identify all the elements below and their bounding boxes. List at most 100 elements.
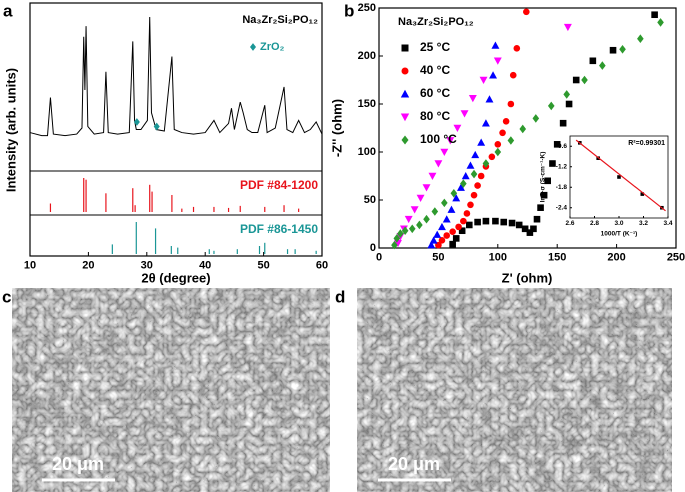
marker [410, 206, 419, 214]
marker [502, 117, 510, 125]
marker [468, 94, 477, 103]
marker [523, 8, 530, 16]
legend-label: 60 °C [420, 86, 450, 100]
marker [491, 41, 500, 49]
legend-label: 40 °C [420, 63, 450, 77]
marker [434, 160, 443, 168]
marker [440, 148, 449, 156]
marker [470, 191, 478, 199]
marker [609, 46, 617, 54]
marker [429, 236, 438, 244]
legend-label: ZrO₂ [260, 41, 285, 53]
marker [533, 215, 541, 223]
marker [460, 217, 467, 225]
marker [438, 222, 446, 231]
marker [460, 110, 469, 118]
marker [153, 122, 160, 131]
x-tick-label: 150 [548, 251, 566, 263]
marker [482, 217, 490, 225]
y-tick-label: 150 [358, 98, 376, 110]
marker [471, 150, 480, 159]
marker [401, 226, 409, 236]
marker [515, 221, 523, 229]
legend-label: 25 °C [420, 40, 450, 54]
x-tick-label: 60 [316, 259, 328, 271]
marker [457, 183, 465, 191]
marker [133, 118, 140, 126]
x-tick-label: 3.4 [663, 220, 672, 227]
marker [499, 129, 506, 137]
marker [449, 240, 456, 248]
marker [513, 45, 521, 52]
x-tick-label: 50 [432, 251, 444, 263]
marker [519, 124, 527, 134]
marker [651, 11, 658, 19]
panel-label: a [3, 1, 13, 20]
marker [617, 175, 621, 179]
scale-bar-label: 20 μm [52, 454, 104, 474]
marker [530, 225, 537, 233]
y-tick-label: 200 [358, 50, 376, 62]
marker [423, 214, 430, 224]
marker [565, 100, 573, 108]
x-tick-label: 30 [141, 259, 153, 271]
marker [507, 136, 515, 145]
marker [507, 100, 515, 108]
marker [474, 218, 481, 226]
marker [537, 204, 544, 211]
marker [540, 191, 548, 199]
y-axis-title: lnT·σ (S·cm⁻¹·K) [540, 152, 547, 203]
marker [544, 177, 551, 185]
marker [474, 182, 481, 189]
marker [391, 240, 398, 250]
reference-label: PDF #86-1450 [240, 222, 318, 236]
marker [450, 188, 458, 198]
marker [428, 172, 437, 180]
legend-marker [400, 113, 410, 122]
x-tick-label: 2.6 [565, 220, 574, 227]
marker [408, 224, 416, 234]
x-axis-title: Z' (ohm) [502, 270, 553, 285]
y-tick-label: 50 [364, 194, 376, 206]
marker [509, 71, 517, 79]
y-tick-label: -1.8 [556, 184, 568, 191]
marker [553, 141, 561, 148]
fit-line [575, 139, 666, 212]
xrd-pattern [29, 17, 323, 137]
marker [477, 172, 485, 180]
x-tick-label: 3.0 [614, 220, 623, 227]
marker [581, 75, 588, 85]
marker [619, 44, 626, 54]
x-tick-label: 0 [376, 251, 382, 263]
x-axis-title: 2θ (degree) [141, 270, 210, 285]
marker [447, 205, 456, 213]
sem-texture [12, 288, 330, 492]
x-tick-label: 2.8 [590, 220, 599, 227]
marker [455, 223, 462, 231]
marker [482, 159, 490, 168]
marker [422, 184, 431, 192]
y-tick-label: 100 [358, 146, 376, 158]
x-tick-label: 10 [24, 259, 36, 271]
panel-label: c [2, 287, 11, 306]
marker [431, 207, 439, 216]
marker [572, 76, 580, 84]
marker [481, 119, 490, 127]
marker [485, 95, 494, 103]
legend-marker [400, 89, 410, 98]
reference-label: PDF #84-1200 [240, 178, 318, 192]
chart-title: Na₃Zr₂Si₂PO₁₂ [398, 16, 474, 28]
panel-label: b [344, 1, 354, 20]
marker [657, 18, 664, 27]
legend-label: 100 °C [420, 132, 457, 146]
marker [589, 57, 597, 65]
marker [452, 235, 460, 242]
y-tick-label: -2.4 [556, 204, 568, 211]
marker [449, 228, 456, 235]
marker [563, 23, 572, 32]
marker [461, 172, 470, 180]
plot-frame [378, 7, 677, 249]
x-tick-label: 100 [489, 251, 507, 263]
marker [416, 220, 423, 230]
